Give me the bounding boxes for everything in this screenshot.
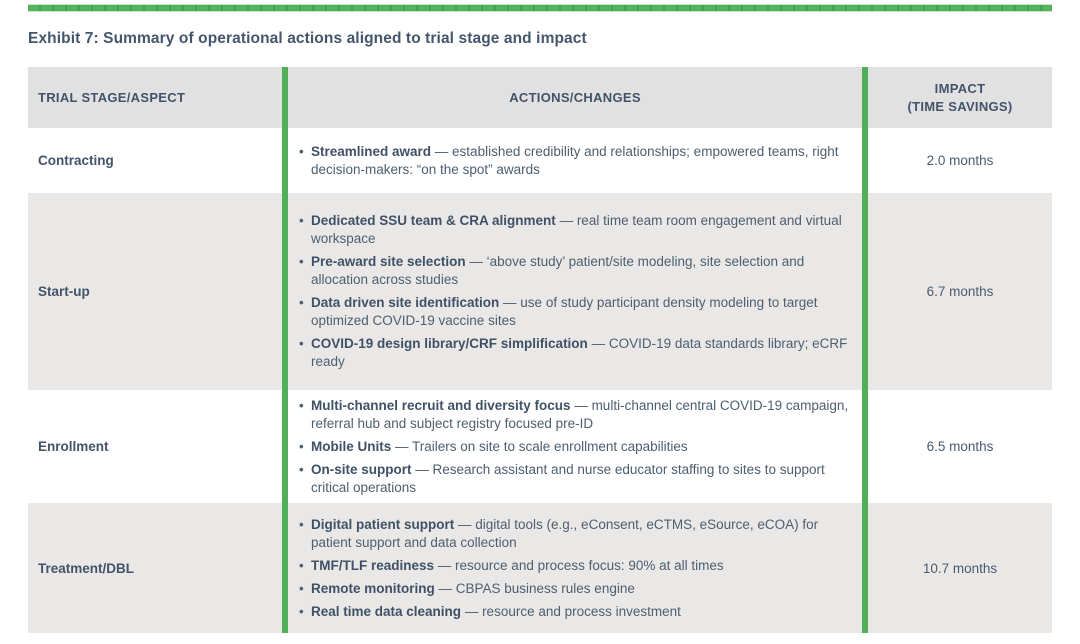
action-lead: Multi-channel recruit and diversity focu… bbox=[311, 397, 571, 413]
column-header-trial-stage: TRIAL STAGE/ASPECT bbox=[28, 67, 282, 128]
green-column-divider bbox=[862, 128, 868, 193]
exhibit-table: TRIAL STAGE/ASPECT ACTIONS/CHANGES IMPAC… bbox=[28, 67, 1052, 633]
action-item: On-site support — Research assistant and… bbox=[298, 461, 854, 497]
action-detail: — ‘above study’ patient/site modeling, s… bbox=[311, 254, 805, 287]
stage-cell-enrollment: Enrollment bbox=[28, 390, 282, 503]
green-column-divider bbox=[862, 390, 868, 503]
action-detail: — COVID-19 data standards library; eCRF … bbox=[311, 336, 848, 369]
stage-cell-treatment-dbl: Treatment/DBL bbox=[28, 503, 282, 633]
action-list: Dedicated SSU team & CRA alignment — rea… bbox=[298, 212, 854, 371]
action-detail: — CBPAS business rules engine bbox=[434, 580, 635, 596]
action-detail: — use of study participant density model… bbox=[311, 295, 818, 328]
action-lead: On-site support bbox=[311, 461, 412, 477]
action-list: Multi-channel recruit and diversity focu… bbox=[298, 397, 854, 497]
column-header-impact: IMPACT (TIME SAVINGS) bbox=[868, 67, 1052, 128]
action-lead: Streamlined award bbox=[311, 143, 432, 159]
action-list: Streamlined award — established credibil… bbox=[298, 143, 854, 179]
action-lead: Remote monitoring bbox=[311, 580, 435, 596]
stage-cell-contracting: Contracting bbox=[28, 128, 282, 193]
action-lead: Real time data cleaning bbox=[311, 603, 462, 619]
green-column-divider bbox=[862, 67, 868, 128]
actions-cell-contracting: Streamlined award — established credibil… bbox=[288, 128, 862, 193]
action-lead: Dedicated SSU team & CRA alignment bbox=[311, 213, 556, 228]
actions-cell-treatment-dbl: Digital patient support — digital tools … bbox=[288, 503, 862, 633]
action-detail: — Trailers on site to scale enrollment c… bbox=[391, 438, 688, 454]
action-item: COVID-19 design library/CRF simplificati… bbox=[298, 335, 854, 371]
action-item: Dedicated SSU team & CRA alignment — rea… bbox=[298, 212, 854, 248]
green-column-divider bbox=[282, 128, 288, 193]
action-item: Data driven site identification — use of… bbox=[298, 294, 854, 330]
action-detail: — real time team room engagement and vir… bbox=[311, 213, 842, 246]
action-item: Digital patient support — digital tools … bbox=[298, 516, 854, 552]
impact-cell-treatment-dbl: 10.7 months bbox=[868, 503, 1052, 633]
action-detail: — resource and process investment bbox=[461, 603, 681, 619]
impact-cell-enrollment: 6.5 months bbox=[868, 390, 1052, 503]
action-lead: TMF/TLF readiness bbox=[311, 557, 435, 573]
action-item: Pre-award site selection — ‘above study’… bbox=[298, 253, 854, 289]
green-column-divider bbox=[282, 67, 288, 128]
action-item: Mobile Units — Trailers on site to scale… bbox=[298, 438, 854, 456]
action-detail: — resource and process focus: 90% at all… bbox=[434, 557, 724, 573]
action-list: Digital patient support — digital tools … bbox=[298, 516, 854, 621]
action-detail: — multi-channel central COVID-19 campaig… bbox=[311, 397, 849, 431]
action-lead: Pre-award site selection bbox=[311, 254, 466, 269]
action-detail: — digital tools (e.g., eConsent, eCTMS, … bbox=[311, 516, 819, 550]
green-column-divider bbox=[862, 193, 868, 390]
exhibit-title: Exhibit 7: Summary of operational action… bbox=[28, 30, 587, 47]
green-column-divider bbox=[862, 503, 868, 633]
action-lead: Mobile Units bbox=[311, 438, 392, 454]
actions-cell-enrollment: Multi-channel recruit and diversity focu… bbox=[288, 390, 862, 503]
action-detail: — established credibility and relationsh… bbox=[311, 143, 839, 177]
action-lead: Digital patient support bbox=[311, 516, 455, 532]
action-item: TMF/TLF readiness — resource and process… bbox=[298, 557, 854, 575]
actions-cell-start-up: Dedicated SSU team & CRA alignment — rea… bbox=[288, 193, 862, 390]
action-detail: — Research assistant and nurse educator … bbox=[311, 461, 825, 495]
action-lead: Data driven site identification bbox=[311, 295, 500, 310]
action-item: Multi-channel recruit and diversity focu… bbox=[298, 397, 854, 433]
impact-cell-start-up: 6.7 months bbox=[868, 193, 1052, 390]
action-item: Streamlined award — established credibil… bbox=[298, 143, 854, 179]
action-lead: COVID-19 design library/CRF simplificati… bbox=[311, 336, 588, 351]
top-green-divider bbox=[28, 5, 1052, 11]
green-column-divider bbox=[282, 390, 288, 503]
stage-cell-start-up: Start-up bbox=[28, 193, 282, 390]
action-item: Real time data cleaning — resource and p… bbox=[298, 603, 854, 621]
impact-cell-contracting: 2.0 months bbox=[868, 128, 1052, 193]
green-column-divider bbox=[282, 503, 288, 633]
action-item: Remote monitoring — CBPAS business rules… bbox=[298, 580, 854, 598]
green-column-divider bbox=[282, 193, 288, 390]
column-header-actions: ACTIONS/CHANGES bbox=[288, 67, 862, 128]
